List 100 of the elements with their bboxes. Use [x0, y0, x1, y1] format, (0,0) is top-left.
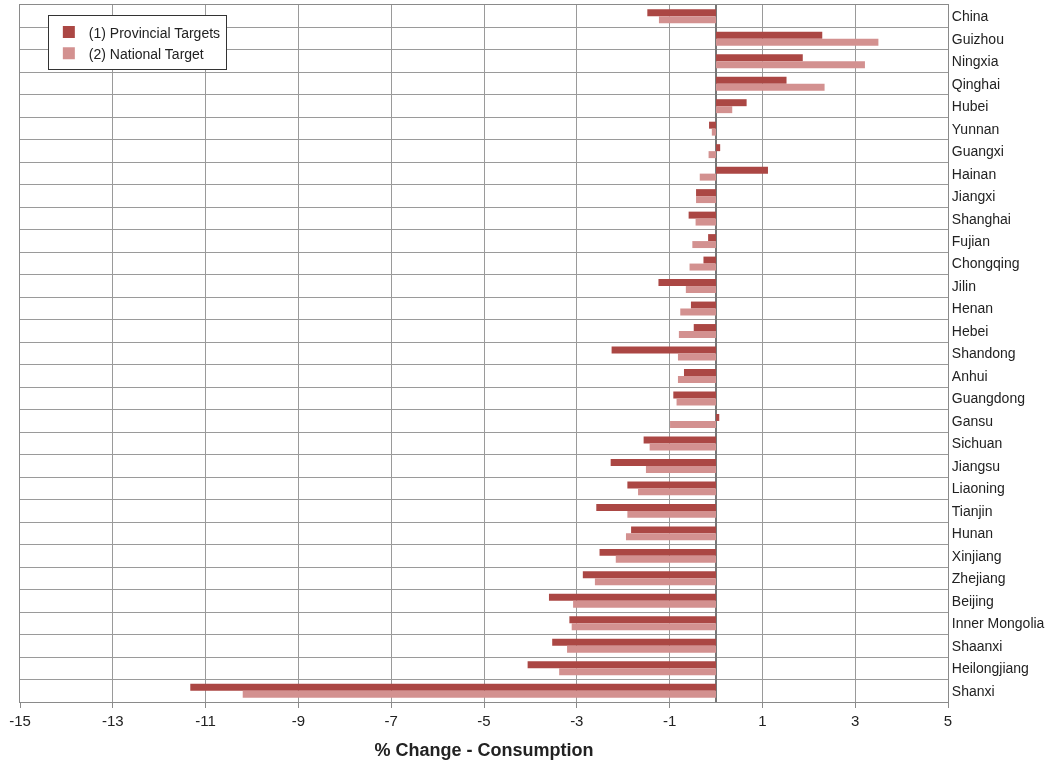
- x-tick-label: 5: [943, 712, 953, 729]
- bar: [625, 533, 716, 541]
- y-tick-label: Guangxi: [951, 143, 1004, 160]
- bar: [716, 76, 787, 84]
- y-tick-label: Chongqing: [951, 255, 1020, 272]
- x-tick-label: -3: [570, 712, 584, 729]
- bar: [696, 189, 716, 197]
- bar: [716, 106, 733, 114]
- y-tick-label: Xinjiang: [951, 547, 1002, 564]
- y-tick-label: Shanghai: [951, 210, 1011, 227]
- bar: [716, 61, 865, 69]
- bar: [680, 308, 716, 316]
- bar: [716, 54, 803, 62]
- x-tick-label: -13: [101, 712, 124, 729]
- bar: [708, 234, 716, 242]
- bar: [599, 548, 716, 556]
- bar: [610, 458, 716, 466]
- bar: [242, 690, 716, 698]
- bar: [190, 683, 716, 691]
- bar: [631, 526, 716, 534]
- bar: [676, 398, 716, 406]
- bar: [627, 510, 716, 518]
- bar: [716, 144, 721, 152]
- bar: [559, 668, 716, 676]
- bar: [645, 465, 716, 473]
- y-tick-label: Tianjin: [951, 502, 993, 519]
- x-axis-title: % Change - Consumption: [374, 740, 594, 761]
- bar: [627, 481, 716, 489]
- y-tick-label: Yunnan: [951, 120, 1000, 137]
- bar: [709, 121, 716, 129]
- y-tick-label: Gansu: [951, 412, 994, 429]
- bar: [693, 324, 716, 332]
- y-tick-label: Fujian: [951, 232, 990, 249]
- bar: [716, 38, 879, 46]
- bar: [527, 661, 716, 669]
- bar: [716, 413, 720, 421]
- x-tick-label: -1: [662, 712, 677, 729]
- bar: [611, 346, 716, 354]
- bar: [638, 488, 716, 496]
- bar: [678, 331, 716, 338]
- y-tick-label: Liaoning: [951, 480, 1005, 497]
- y-tick-label: Jilin: [951, 277, 976, 294]
- y-tick-label: Guangdong: [951, 390, 1025, 407]
- bar: [643, 436, 716, 444]
- bar: [567, 645, 716, 653]
- bar: [647, 9, 716, 17]
- legend-label: (1) Provincial Targets: [88, 24, 221, 41]
- y-tick-label: Qinghai: [951, 75, 1001, 92]
- bar: [573, 600, 716, 608]
- bar: [711, 128, 716, 136]
- x-tick-label: 1: [758, 712, 767, 729]
- y-tick-label: Hunan: [951, 525, 994, 542]
- bar: [571, 623, 716, 631]
- bar: [708, 151, 716, 159]
- y-tick-label: Guizhou: [951, 30, 1004, 47]
- x-tick-label: -9: [291, 712, 306, 729]
- bar: [689, 263, 716, 271]
- legend-label: (2) National Target: [88, 45, 204, 62]
- bar: [649, 443, 716, 451]
- y-tick-label: Sichuan: [951, 435, 1003, 452]
- x-tick-label: -5: [477, 712, 491, 729]
- bar: [716, 31, 823, 39]
- y-tick-label: Shaanxi: [951, 637, 1003, 654]
- bar: [690, 301, 716, 309]
- bar: [685, 286, 716, 294]
- bar: [692, 241, 716, 249]
- x-tick-label: -15: [9, 712, 31, 729]
- bar: [594, 578, 716, 586]
- x-tick-label: -7: [384, 712, 398, 729]
- x-tick-label: 3: [851, 712, 860, 729]
- y-tick-label: China: [951, 8, 989, 25]
- bar: [552, 638, 716, 646]
- bar: [683, 369, 716, 376]
- bar: [596, 503, 716, 511]
- y-tick-label: Heilongjiang: [951, 660, 1029, 677]
- bar: [569, 616, 716, 624]
- bar: [615, 555, 716, 563]
- y-tick-label: Shanxi: [951, 682, 995, 699]
- y-tick-label: Hebei: [951, 322, 989, 339]
- bar: [677, 375, 716, 383]
- y-tick-label: Shandong: [951, 345, 1016, 362]
- bar: [658, 279, 716, 287]
- y-tick-label: Anhui: [951, 367, 988, 384]
- y-tick-label: Jiangxi: [951, 188, 996, 205]
- bar: [696, 196, 716, 204]
- bar: [670, 420, 716, 428]
- y-tick-label: Zhejiang: [951, 570, 1006, 587]
- x-tick-label: -11: [195, 712, 216, 729]
- y-tick-label: Inner Mongolia: [951, 615, 1045, 632]
- bar: [658, 16, 716, 24]
- bar: [703, 256, 716, 264]
- bar: [695, 218, 716, 226]
- y-tick-label: Hainan: [951, 165, 997, 182]
- bar: [716, 99, 747, 107]
- y-tick-label: Beijing: [951, 592, 994, 609]
- y-tick-label: Jiangsu: [951, 457, 1001, 474]
- bar: [716, 166, 768, 174]
- bar: [688, 211, 716, 219]
- y-tick-label: Henan: [951, 300, 994, 317]
- bar: [582, 571, 716, 579]
